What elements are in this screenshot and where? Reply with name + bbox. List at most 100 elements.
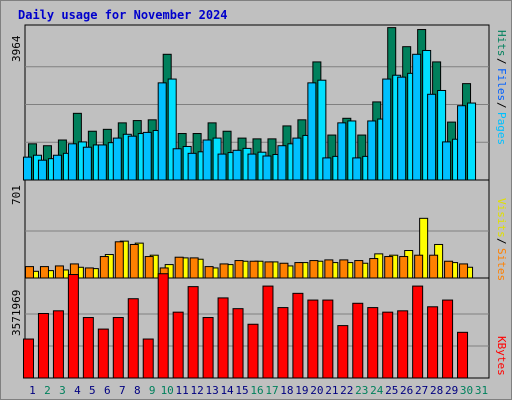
bottom-bar-kbytes-day-9	[142, 338, 154, 379]
bottom-bar-kbytes-day-1	[22, 338, 34, 379]
day-label-27: 27	[415, 384, 428, 397]
mid-bar-sites-day-13	[204, 266, 214, 279]
bottom-bar-kbytes-day-12	[187, 286, 199, 379]
top-bar-pages-day-7	[112, 137, 122, 181]
bottom-bar-kbytes-day-6	[97, 328, 109, 379]
day-label-24: 24	[370, 384, 384, 397]
right-label-sep2: /	[495, 102, 508, 109]
day-label-22: 22	[340, 384, 353, 397]
bottom-bar-kbytes-day-30	[457, 331, 469, 379]
right-label-pages: Pages	[495, 112, 508, 145]
top-bar-pages-day-24	[367, 120, 377, 181]
top-bar-pages-day-10	[157, 82, 167, 181]
top-bar-pages-day-20	[307, 82, 317, 181]
day-label-31: 31	[475, 384, 488, 397]
day-label-2: 2	[44, 384, 51, 397]
right-label-sites: Sites	[495, 248, 508, 281]
mid-bar-sites-day-21	[324, 259, 334, 279]
top-bar-pages-day-16	[247, 153, 257, 181]
top-bar-pages-day-13	[202, 139, 212, 181]
mid-bar-sites-day-17	[264, 261, 274, 279]
right-label-sep1: /	[495, 58, 508, 65]
mid-panel-max-label: 701	[10, 185, 23, 205]
bottom-bar-kbytes-day-16	[247, 323, 259, 379]
mid-bar-sites-day-28	[429, 254, 439, 279]
mid-bar-sites-day-14	[219, 263, 229, 279]
mid-bar-sites-day-3	[54, 265, 64, 279]
day-label-19: 19	[295, 384, 308, 397]
top-bar-pages-day-1	[22, 156, 32, 181]
day-label-9: 9	[149, 384, 156, 397]
day-label-29: 29	[445, 384, 458, 397]
mid-bar-sites-day-27	[414, 254, 424, 279]
bottom-bar-kbytes-day-7	[112, 317, 124, 379]
right-label-sep3: /	[495, 238, 508, 245]
bottom-bar-kbytes-day-3	[52, 310, 64, 379]
top-bar-pages-day-22	[337, 122, 347, 181]
bottom-bar-kbytes-day-27	[412, 285, 424, 379]
day-label-1: 1	[29, 384, 36, 397]
top-bar-pages-day-4	[67, 143, 77, 181]
mid-bar-sites-day-23	[354, 260, 364, 279]
day-label-17: 17	[265, 384, 278, 397]
top-bar-pages-day-19	[292, 137, 302, 181]
right-label-files: Files	[495, 68, 508, 101]
bottom-bar-kbytes-day-25	[382, 311, 394, 379]
top-bar-pages-day-6	[97, 144, 107, 181]
mid-bar-sites-day-20	[309, 260, 319, 279]
day-label-15: 15	[235, 384, 248, 397]
top-bar-pages-day-18	[277, 145, 287, 181]
day-label-5: 5	[89, 384, 96, 397]
day-label-11: 11	[176, 384, 189, 397]
top-bar-pages-day-14	[217, 153, 227, 181]
mid-bar-sites-day-26	[399, 256, 409, 279]
bottom-bar-kbytes-day-8	[127, 298, 139, 379]
day-label-3: 3	[59, 384, 66, 397]
bottom-bar-kbytes-day-10	[157, 273, 169, 379]
bottom-bar-kbytes-day-17	[262, 285, 274, 379]
top-bar-pages-day-26	[397, 76, 407, 181]
mid-bar-sites-day-1	[24, 266, 34, 279]
day-label-21: 21	[325, 384, 338, 397]
top-bar-pages-day-21	[322, 157, 332, 181]
top-bar-pages-day-2	[37, 159, 47, 181]
mid-bar-sites-day-15	[234, 260, 244, 279]
top-bar-files-day-30	[467, 102, 477, 181]
bottom-bar-kbytes-day-23	[352, 302, 364, 379]
bottom-panel-max-label: 3571969	[10, 290, 23, 336]
day-label-23: 23	[355, 384, 368, 397]
bottom-bar-kbytes-day-5	[82, 317, 94, 379]
mid-bar-sites-day-30	[459, 263, 469, 279]
bottom-bar-kbytes-day-2	[37, 312, 49, 379]
mid-bar-sites-day-11	[174, 256, 184, 279]
bottom-bar-kbytes-day-11	[172, 311, 184, 379]
top-bar-pages-day-29	[442, 141, 452, 181]
day-label-18: 18	[280, 384, 293, 397]
top-bar-pages-day-23	[352, 157, 362, 181]
day-label-26: 26	[400, 384, 413, 397]
day-label-30: 30	[460, 384, 473, 397]
mid-bar-sites-day-12	[189, 257, 199, 279]
day-label-7: 7	[119, 384, 126, 397]
chart-title: Daily usage for November 2024	[18, 8, 228, 22]
day-label-13: 13	[205, 384, 218, 397]
right-label-kbytes: KBytes	[495, 336, 508, 376]
bottom-bar-kbytes-day-29	[442, 299, 454, 379]
top-bar-pages-day-8	[127, 135, 137, 181]
mid-bar-sites-day-22	[339, 259, 349, 279]
mid-bar-sites-day-2	[39, 266, 49, 279]
top-bar-pages-day-30	[457, 105, 467, 181]
top-bar-pages-day-12	[187, 152, 197, 181]
top-bar-pages-day-3	[52, 154, 62, 181]
top-bar-pages-day-15	[232, 149, 242, 181]
bottom-bar-kbytes-day-14	[217, 297, 229, 379]
bottom-bar-kbytes-day-4	[67, 274, 79, 379]
mid-bar-sites-day-16	[249, 260, 259, 279]
bottom-bar-kbytes-day-28	[427, 306, 439, 379]
mid-bar-sites-day-24	[369, 258, 379, 279]
right-label-visits: Visits	[495, 198, 508, 238]
bottom-bar-kbytes-day-15	[232, 308, 244, 379]
top-bar-pages-day-11	[172, 148, 182, 181]
day-label-16: 16	[250, 384, 263, 397]
day-label-4: 4	[74, 384, 81, 397]
